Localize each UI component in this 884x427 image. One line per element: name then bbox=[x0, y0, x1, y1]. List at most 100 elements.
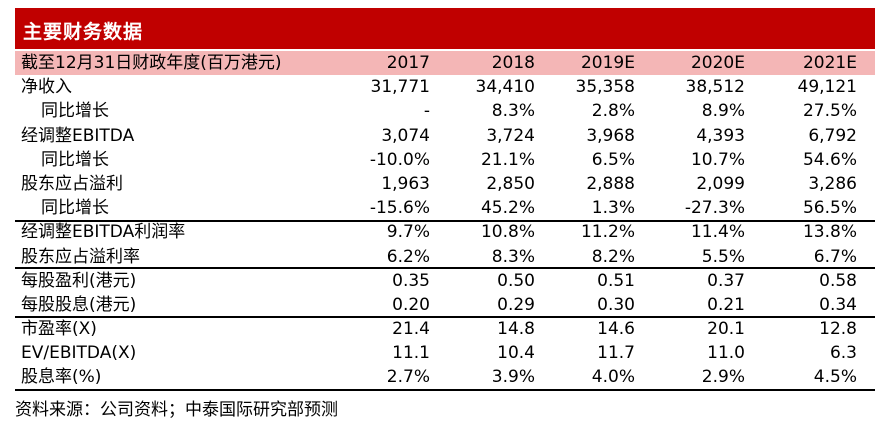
header-year: 2020E bbox=[690, 53, 745, 73]
row-value: 0.51 bbox=[597, 270, 635, 291]
row-value: -10.0% bbox=[369, 149, 430, 170]
divider-line bbox=[15, 316, 875, 318]
row-value: 0.50 bbox=[497, 270, 535, 291]
row-value: 0.35 bbox=[392, 270, 430, 291]
divider-line bbox=[15, 220, 875, 222]
row-label: 经调整EBITDA bbox=[21, 125, 135, 146]
table-title-bar: 主要财务数据 bbox=[15, 8, 875, 49]
row-value: 49,121 bbox=[797, 77, 857, 98]
header-row: 截至12月31日财政年度(百万港元) 2017 2018 2019E 2020E… bbox=[15, 51, 875, 75]
row-value: 56.5% bbox=[802, 198, 857, 219]
row-label: 股东应占溢利 bbox=[21, 173, 123, 194]
row-value: 2.7% bbox=[386, 367, 430, 388]
row-value: 2,850 bbox=[486, 173, 535, 194]
row-value: 3,074 bbox=[381, 125, 430, 146]
row-label: 同比增长 bbox=[41, 149, 109, 170]
row-value: 4.0% bbox=[591, 367, 635, 388]
header-row-background bbox=[15, 51, 875, 75]
divider-line bbox=[15, 267, 875, 269]
row-label: 市盈率(X) bbox=[21, 319, 97, 340]
table-row: 同比增长 -10.0% 21.1% 6.5% 10.7% 54.6% bbox=[15, 148, 875, 172]
row-value: 2,888 bbox=[586, 173, 635, 194]
row-value: 0.30 bbox=[597, 294, 635, 315]
row-value: 21.4 bbox=[392, 319, 430, 340]
table-row: 每股盈利(港元) 0.35 0.50 0.51 0.37 0.58 bbox=[15, 269, 875, 293]
header-year: 2021E bbox=[802, 53, 857, 73]
row-value: 11.7 bbox=[597, 343, 635, 364]
row-label: 同比增长 bbox=[41, 198, 109, 219]
header-year: 2017 bbox=[386, 53, 430, 73]
row-value: 11.0 bbox=[707, 343, 745, 364]
row-value: 27.5% bbox=[802, 101, 857, 122]
header-year: 2018 bbox=[491, 53, 535, 73]
row-value: 11.2% bbox=[580, 222, 635, 243]
row-value: 34,410 bbox=[475, 77, 535, 98]
row-label: 净收入 bbox=[21, 77, 72, 98]
source-footnote: 资料来源：公司资料；中泰国际研究部预测 bbox=[15, 400, 338, 420]
row-label: 每股盈利(港元) bbox=[21, 270, 137, 291]
row-value: 4,393 bbox=[696, 125, 745, 146]
row-value: 10.4 bbox=[497, 343, 535, 364]
row-value: 6,792 bbox=[808, 125, 857, 146]
row-label: 股东应占溢利率 bbox=[21, 246, 140, 267]
row-value: 5.5% bbox=[701, 246, 745, 267]
header-label: 截至12月31日财政年度(百万港元) bbox=[21, 53, 282, 73]
row-value: 20.1 bbox=[707, 319, 745, 340]
row-value: 6.3 bbox=[829, 343, 857, 364]
row-label: 股息率(%) bbox=[21, 367, 102, 388]
row-value: 45.2% bbox=[480, 198, 535, 219]
row-value: 1.3% bbox=[591, 198, 635, 219]
table-row: 同比增长 -15.6% 45.2% 1.3% -27.3% 56.5% bbox=[15, 196, 875, 220]
financial-table: 截至12月31日财政年度(百万港元) 2017 2018 2019E 2020E… bbox=[15, 51, 875, 390]
row-value: 2,099 bbox=[696, 173, 745, 194]
row-value: - bbox=[423, 101, 430, 122]
table-row: 经调整EBITDA利润率 9.7% 10.8% 11.2% 11.4% 13.8% bbox=[15, 220, 875, 244]
row-value: 4.5% bbox=[813, 367, 857, 388]
row-value: 10.7% bbox=[690, 149, 745, 170]
row-label: 同比增长 bbox=[41, 101, 109, 122]
row-value: 38,512 bbox=[685, 77, 745, 98]
row-value: 11.4% bbox=[690, 222, 745, 243]
header-year: 2019E bbox=[580, 53, 635, 73]
table-row: 经调整EBITDA 3,074 3,724 3,968 4,393 6,792 bbox=[15, 124, 875, 148]
row-value: 6.2% bbox=[386, 246, 430, 267]
table-row: EV/EBITDA(X) 11.1 10.4 11.7 11.0 6.3 bbox=[15, 341, 875, 365]
table-title: 主要财务数据 bbox=[23, 21, 144, 43]
divider-line bbox=[15, 389, 875, 391]
row-label: 经调整EBITDA利润率 bbox=[21, 222, 186, 243]
row-value: 3,968 bbox=[586, 125, 635, 146]
row-value: 2.9% bbox=[701, 367, 745, 388]
row-value: -27.3% bbox=[684, 198, 745, 219]
row-value: 6.7% bbox=[813, 246, 857, 267]
row-value: 0.20 bbox=[392, 294, 430, 315]
row-value: 13.8% bbox=[802, 222, 857, 243]
row-value: 9.7% bbox=[386, 222, 430, 243]
row-value: 8.9% bbox=[701, 101, 745, 122]
table-row: 每股股息(港元) 0.20 0.29 0.30 0.21 0.34 bbox=[15, 293, 875, 317]
table-row: 股息率(%) 2.7% 3.9% 4.0% 2.9% 4.5% bbox=[15, 365, 875, 389]
table-row: 净收入 31,771 34,410 35,358 38,512 49,121 bbox=[15, 75, 875, 99]
row-value: 1,963 bbox=[381, 173, 430, 194]
row-value: 0.37 bbox=[707, 270, 745, 291]
table-row: 市盈率(X) 21.4 14.8 14.6 20.1 12.8 bbox=[15, 317, 875, 341]
row-value: 2.8% bbox=[591, 101, 635, 122]
row-value: 3,286 bbox=[808, 173, 857, 194]
row-value: -15.6% bbox=[369, 198, 430, 219]
row-value: 3.9% bbox=[491, 367, 535, 388]
row-value: 0.29 bbox=[497, 294, 535, 315]
row-value: 3,724 bbox=[486, 125, 535, 146]
row-value: 0.58 bbox=[819, 270, 857, 291]
row-value: 0.34 bbox=[819, 294, 857, 315]
row-value: 31,771 bbox=[370, 77, 430, 98]
row-value: 8.2% bbox=[591, 246, 635, 267]
row-value: 14.8 bbox=[497, 319, 535, 340]
row-value: 8.3% bbox=[491, 246, 535, 267]
row-value: 14.6 bbox=[597, 319, 635, 340]
table-row: 股东应占溢利率 6.2% 8.3% 8.2% 5.5% 6.7% bbox=[15, 245, 875, 269]
table-row: 同比增长 - 8.3% 2.8% 8.9% 27.5% bbox=[15, 99, 875, 123]
row-value: 21.1% bbox=[480, 149, 535, 170]
row-label: 每股股息(港元) bbox=[21, 294, 137, 315]
row-label: EV/EBITDA(X) bbox=[21, 343, 137, 364]
row-value: 54.6% bbox=[802, 149, 857, 170]
table-row: 股东应占溢利 1,963 2,850 2,888 2,099 3,286 bbox=[15, 172, 875, 196]
